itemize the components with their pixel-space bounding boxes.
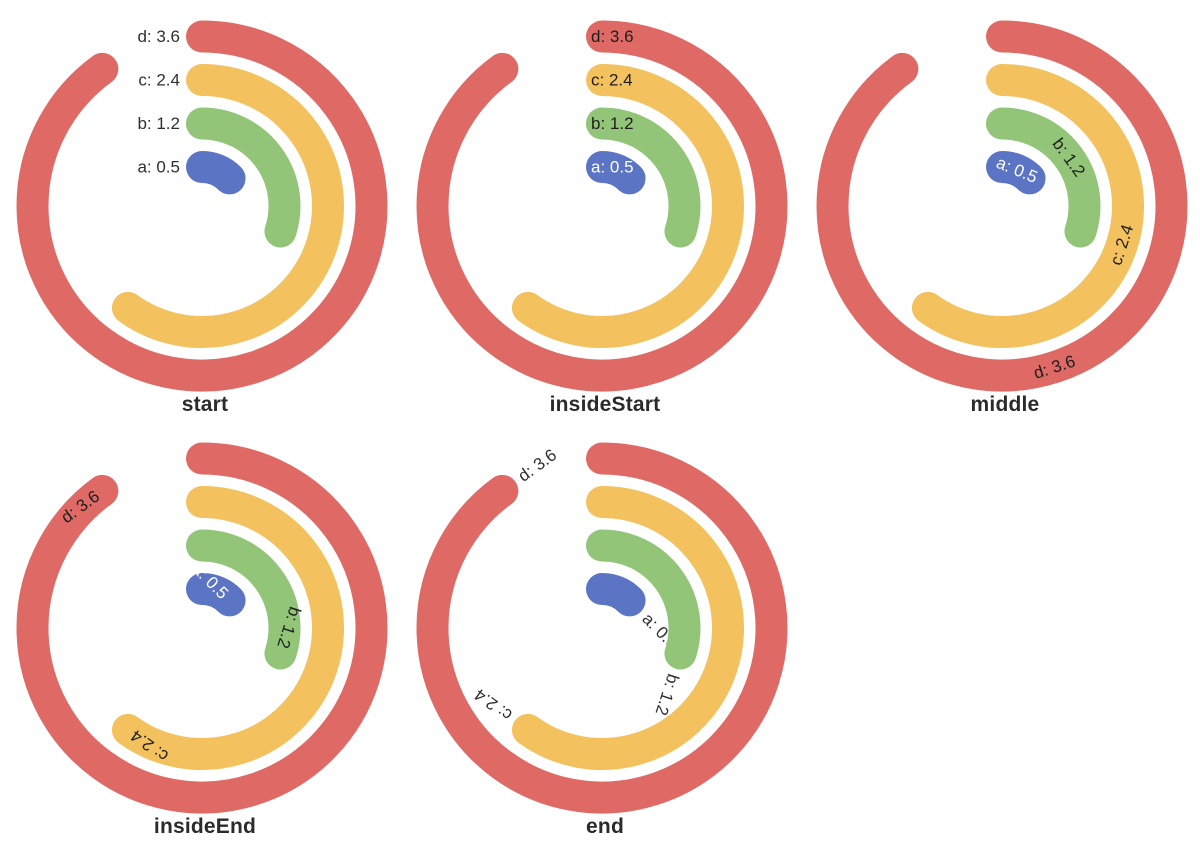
bar-label-c: c: 2.4 <box>591 71 633 90</box>
bar-b[interactable] <box>586 529 701 669</box>
bar-label-d: d: 3.6 <box>591 27 634 46</box>
polar-bar-chart-end: a: 0.5b: 1.2c: 2.4d: 3.6 <box>416 442 788 813</box>
bar-label-c: c: 2.4 <box>138 71 180 90</box>
polar-bar-chart-middle: a: 0.5 b: 1.2c: 2.4d: 3.6 <box>816 20 1188 392</box>
chart-cell-start: a: 0.5 b: 1.2 c: 2.4 d: 3.6 start <box>0 0 400 421</box>
chart-title-insideEnd: insideEnd <box>153 814 257 838</box>
bar-d[interactable] <box>416 20 788 392</box>
bar-c[interactable] <box>111 485 344 770</box>
bar-b[interactable] <box>186 107 301 248</box>
polar-bar-chart-start: a: 0.5 b: 1.2 c: 2.4 d: 3.6 <box>16 20 388 392</box>
bar-c[interactable] <box>111 64 344 348</box>
bar-label-d: d: 3.6 <box>515 445 561 485</box>
chart-cell-middle: a: 0.5 b: 1.2 c: 2.4 d: 3.6 middle <box>800 0 1200 421</box>
bar-b[interactable] <box>586 107 701 248</box>
bar-a[interactable] <box>986 151 1046 195</box>
bar-b[interactable] <box>986 107 1101 248</box>
chart-cell-insideEnd: a: 0.5 b: 1.2 c: 2.4 d: 3.6 insideEnd <box>0 422 400 843</box>
bar-d[interactable] <box>416 442 788 813</box>
bar-a[interactable] <box>586 151 646 195</box>
chart-title-middle: middle <box>970 393 1040 416</box>
bar-d[interactable] <box>16 20 388 392</box>
bar-d[interactable] <box>816 20 1188 392</box>
bar-label-b: b: 1.2 <box>137 114 180 133</box>
bar-d[interactable] <box>16 442 388 813</box>
chart-title-start: start <box>181 393 229 416</box>
bar-c[interactable] <box>511 485 744 770</box>
bar-a[interactable] <box>586 572 646 616</box>
empty-cell <box>800 422 1200 843</box>
bar-a[interactable] <box>186 572 246 616</box>
chart-title-end: end <box>586 814 624 838</box>
polar-bar-chart-insideEnd: a: 0.5b: 1.2c: 2.4d: 3.6 <box>16 442 388 813</box>
bar-c[interactable] <box>911 64 1144 348</box>
bar-label-a: a: 0.5 <box>137 158 180 177</box>
bar-c[interactable] <box>511 64 744 348</box>
bar-label-d: d: 3.6 <box>137 27 180 46</box>
bar-label-b: b: 1.2 <box>591 114 634 133</box>
chart-title-insideStart: insideStart <box>549 393 661 416</box>
bar-label-a: a: 0.5 <box>591 158 634 177</box>
bar-b[interactable] <box>186 529 301 669</box>
polar-bar-chart-insideStart: a: 0.5 b: 1.2 c: 2.4 d: 3.6 <box>416 20 788 392</box>
chart-cell-insideStart: a: 0.5 b: 1.2 c: 2.4 d: 3.6 insideStart <box>400 0 800 421</box>
chart-cell-end: a: 0.5 b: 1.2 c: 2.4 d: 3.6 end <box>400 422 800 843</box>
bar-a[interactable] <box>186 151 246 195</box>
